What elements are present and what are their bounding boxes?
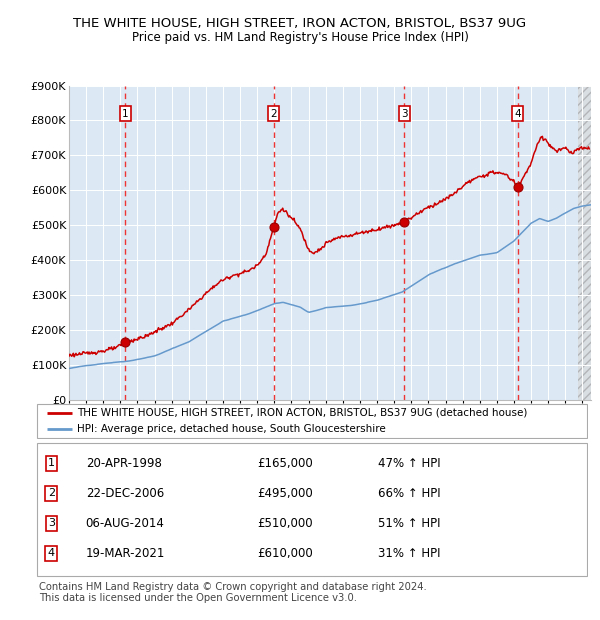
Text: 2: 2 — [48, 489, 55, 498]
Text: 2: 2 — [271, 108, 277, 118]
Text: 1: 1 — [122, 108, 129, 118]
Text: 22-DEC-2006: 22-DEC-2006 — [86, 487, 164, 500]
Text: £510,000: £510,000 — [257, 517, 313, 529]
Bar — [578, 86, 591, 400]
Text: 4: 4 — [514, 108, 521, 118]
Text: 4: 4 — [48, 548, 55, 558]
Text: 3: 3 — [401, 108, 407, 118]
Text: £165,000: £165,000 — [257, 457, 313, 470]
Text: 20-APR-1998: 20-APR-1998 — [86, 457, 161, 470]
Text: £495,000: £495,000 — [257, 487, 313, 500]
FancyBboxPatch shape — [37, 443, 587, 577]
Text: HPI: Average price, detached house, South Gloucestershire: HPI: Average price, detached house, Sout… — [77, 424, 386, 434]
Text: 06-AUG-2014: 06-AUG-2014 — [86, 517, 164, 529]
Text: 51% ↑ HPI: 51% ↑ HPI — [378, 517, 441, 529]
Text: 47% ↑ HPI: 47% ↑ HPI — [378, 457, 441, 470]
Text: 31% ↑ HPI: 31% ↑ HPI — [378, 547, 441, 560]
Text: THE WHITE HOUSE, HIGH STREET, IRON ACTON, BRISTOL, BS37 9UG: THE WHITE HOUSE, HIGH STREET, IRON ACTON… — [73, 17, 527, 30]
Text: THE WHITE HOUSE, HIGH STREET, IRON ACTON, BRISTOL, BS37 9UG (detached house): THE WHITE HOUSE, HIGH STREET, IRON ACTON… — [77, 408, 528, 418]
Text: Price paid vs. HM Land Registry's House Price Index (HPI): Price paid vs. HM Land Registry's House … — [131, 31, 469, 44]
FancyBboxPatch shape — [37, 404, 587, 438]
Text: £610,000: £610,000 — [257, 547, 313, 560]
Text: 19-MAR-2021: 19-MAR-2021 — [86, 547, 165, 560]
Text: 1: 1 — [48, 458, 55, 468]
Text: 3: 3 — [48, 518, 55, 528]
Bar — [578, 86, 591, 400]
Text: 66% ↑ HPI: 66% ↑ HPI — [378, 487, 441, 500]
Text: Contains HM Land Registry data © Crown copyright and database right 2024.
This d: Contains HM Land Registry data © Crown c… — [39, 582, 427, 603]
